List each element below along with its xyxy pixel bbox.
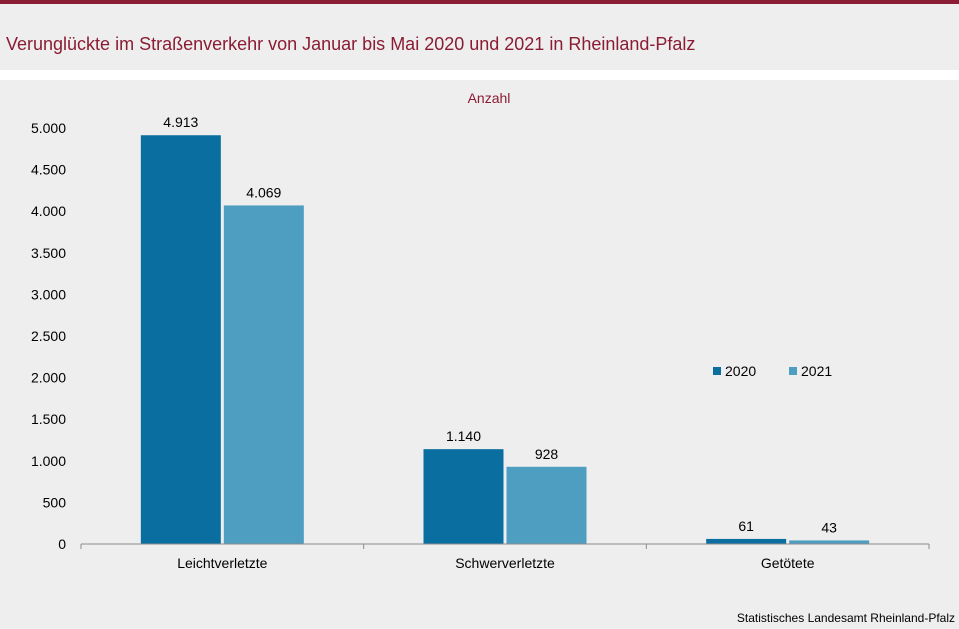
y-tick-label: 0 [58,536,66,552]
x-tick-label: Getötete [761,555,815,571]
legend-swatch-2021 [789,367,797,375]
y-tick-label: 5.000 [31,120,66,136]
bar-2021-2 [789,540,870,544]
legend-swatch-2020 [713,367,721,375]
top-rule [0,0,959,4]
bar-value-label: 43 [821,519,837,535]
title-band: Verunglückte im Straßenverkehr von Janua… [0,4,959,70]
legend-label-2020: 2020 [725,363,756,379]
bar-2021-0 [223,205,304,544]
y-tick-label: 2.000 [31,370,66,386]
bar-value-label: 61 [738,518,754,534]
bar-2021-1 [506,466,587,544]
legend-label-2021: 2021 [801,363,832,379]
chart-title: Verunglückte im Straßenverkehr von Janua… [6,34,696,54]
source-note: Statistisches Landesamt Rheinland-Pfalz [736,611,955,625]
y-tick-label: 3.000 [31,286,66,302]
bar-value-label: 928 [535,446,559,462]
y-tick-label: 1.000 [31,453,66,469]
bar-2020-0 [140,135,221,544]
bar-value-label: 4.069 [246,184,281,200]
y-tick-label: 500 [43,494,67,510]
y-tick-label: 4.000 [31,203,66,219]
y-axis-title: Anzahl [468,90,511,106]
x-tick-label: Schwerverletzte [455,555,555,571]
y-tick-label: 3.500 [31,245,66,261]
y-tick-label: 1.500 [31,411,66,427]
bar-2020-1 [423,449,504,544]
y-tick-label: 4.500 [31,162,66,178]
bar-value-label: 1.140 [446,428,481,444]
bar-value-label: 4.913 [163,114,198,130]
y-tick-label: 2.500 [31,328,66,344]
bar-chart: Anzahl 0 500 1.000 1.500 2.000 2.500 3.000 3.500… [31,90,930,571]
bar-2020-2 [706,538,787,544]
x-tick-label: Leichtverletzte [177,555,267,571]
chart-area: Anzahl 0 500 1.000 1.500 2.000 2.500 3.000 3.500… [0,80,959,629]
